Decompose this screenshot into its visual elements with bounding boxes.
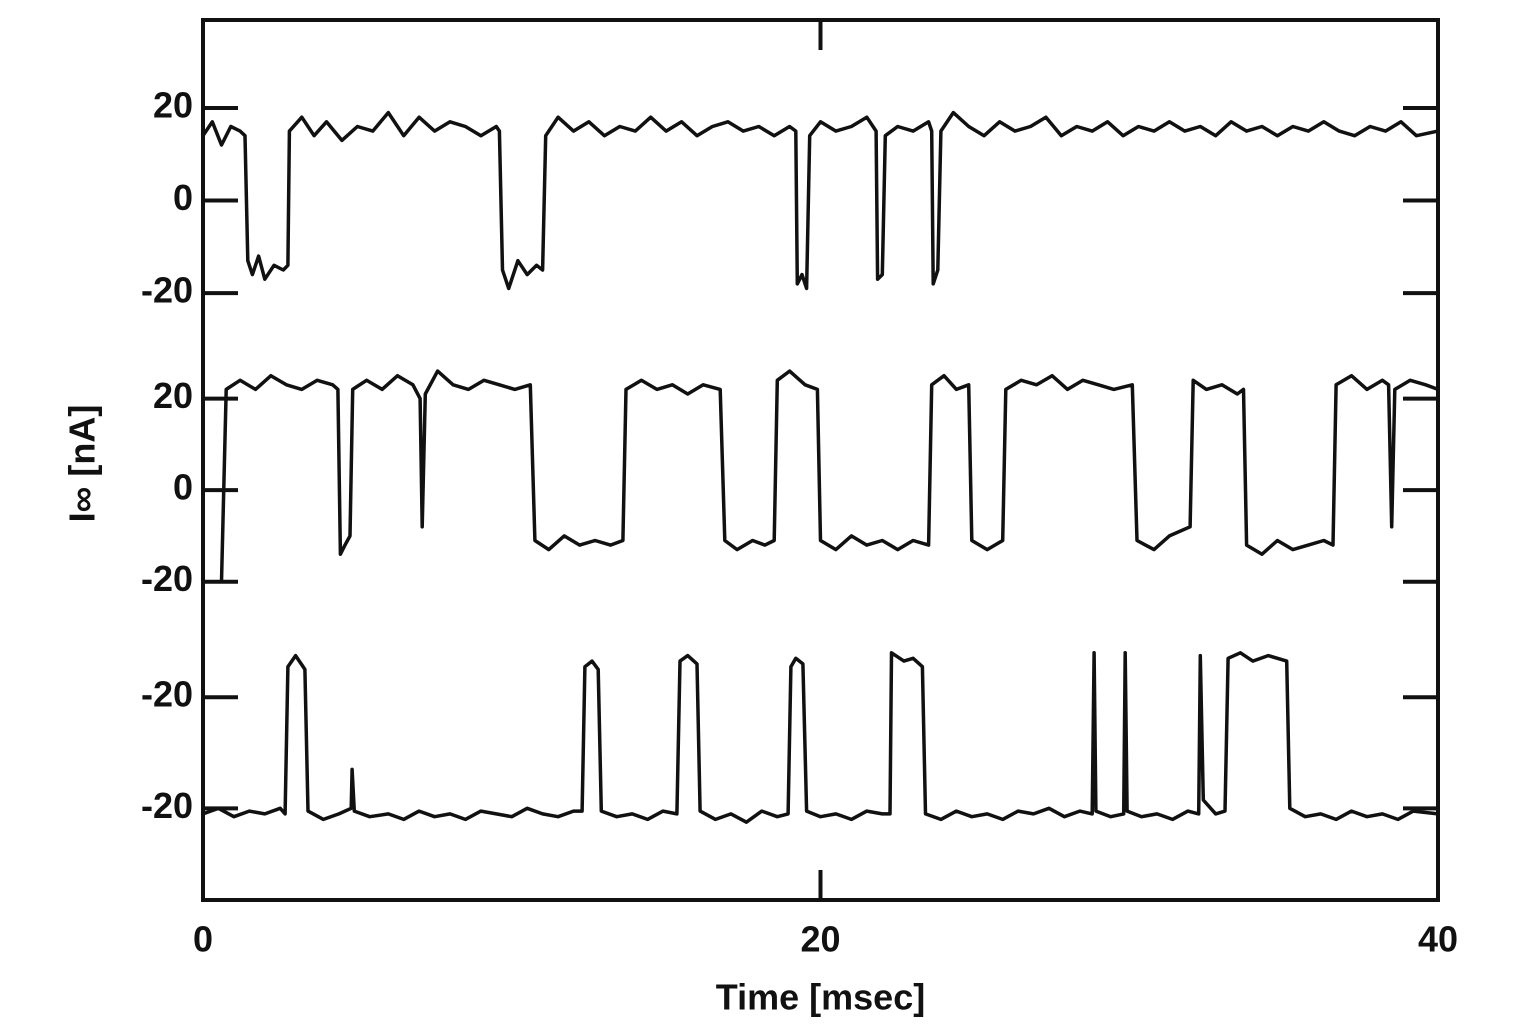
trace [202,651,1439,824]
y-axis-label: I∞ [nA] [62,405,103,523]
y-tick-label: -20 [141,674,193,715]
y-tick-label: -20 [141,558,193,599]
y-tick-label: 20 [153,84,193,125]
y-tick-label: -20 [141,785,193,826]
x-tick-label: 20 [800,919,840,960]
trace [219,369,1439,582]
y-tick-label: 0 [173,177,193,218]
trace [201,110,1439,291]
y-tick-label: 0 [173,467,193,508]
y-tick-label: -20 [141,270,193,311]
x-tick-label: 40 [1418,919,1458,960]
x-axis-label: Time [msec] [716,977,925,1018]
x-tick-label: 0 [193,919,213,960]
y-tick-label: 20 [153,375,193,416]
